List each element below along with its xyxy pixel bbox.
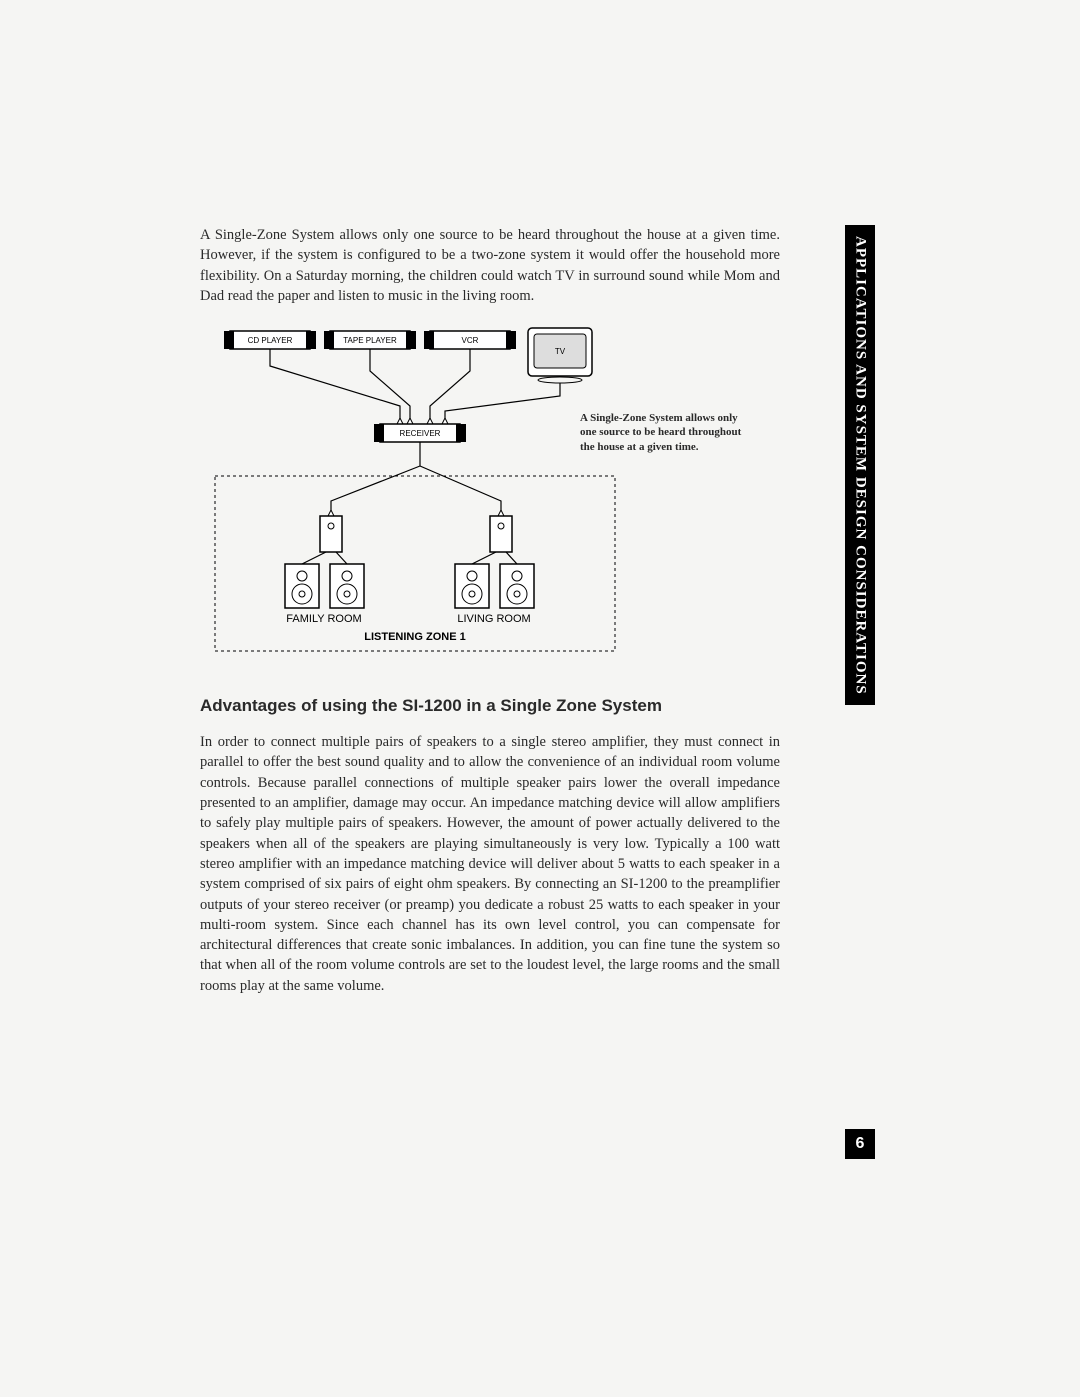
body-paragraph: In order to connect multiple pairs of sp… xyxy=(200,732,780,996)
tv-node: TV xyxy=(528,328,592,383)
speaker-living-left xyxy=(455,564,489,608)
cd-player-node: CD PLAYER xyxy=(224,331,316,349)
page-content: A Single-Zone System allows only one sou… xyxy=(200,225,780,996)
tape-player-node: TAPE PLAYER xyxy=(324,331,416,349)
zone-label: LISTENING ZONE 1 xyxy=(364,631,465,643)
tv-label: TV xyxy=(555,347,566,356)
family-room-label: FAMILY ROOM xyxy=(286,613,361,625)
zone-box xyxy=(215,476,615,651)
diagram-svg: CD PLAYER TAPE PLAYER VCR TV xyxy=(200,326,760,666)
cd-player-label: CD PLAYER xyxy=(248,336,293,345)
volume-left xyxy=(320,516,342,552)
receiver-label: RECEIVER xyxy=(400,429,441,438)
side-tab: APPLICATIONS AND SYSTEM DESIGN CONSIDERA… xyxy=(845,225,875,705)
vcr-label: VCR xyxy=(462,336,479,345)
volume-right xyxy=(490,516,512,552)
speaker-family-right xyxy=(330,564,364,608)
diagram-caption: A Single-Zone System allows only one sou… xyxy=(580,411,750,454)
vcr-node: VCR xyxy=(424,331,516,349)
speaker-family-left xyxy=(285,564,319,608)
living-room-label: LIVING ROOM xyxy=(457,613,530,625)
intro-paragraph: A Single-Zone System allows only one sou… xyxy=(200,225,780,306)
page-number: 6 xyxy=(845,1129,875,1159)
system-diagram: CD PLAYER TAPE PLAYER VCR TV xyxy=(200,326,760,666)
receiver-node: RECEIVER xyxy=(374,424,466,442)
speaker-living-right xyxy=(500,564,534,608)
tape-player-label: TAPE PLAYER xyxy=(343,336,397,345)
section-heading: Advantages of using the SI-1200 in a Sin… xyxy=(200,696,780,716)
